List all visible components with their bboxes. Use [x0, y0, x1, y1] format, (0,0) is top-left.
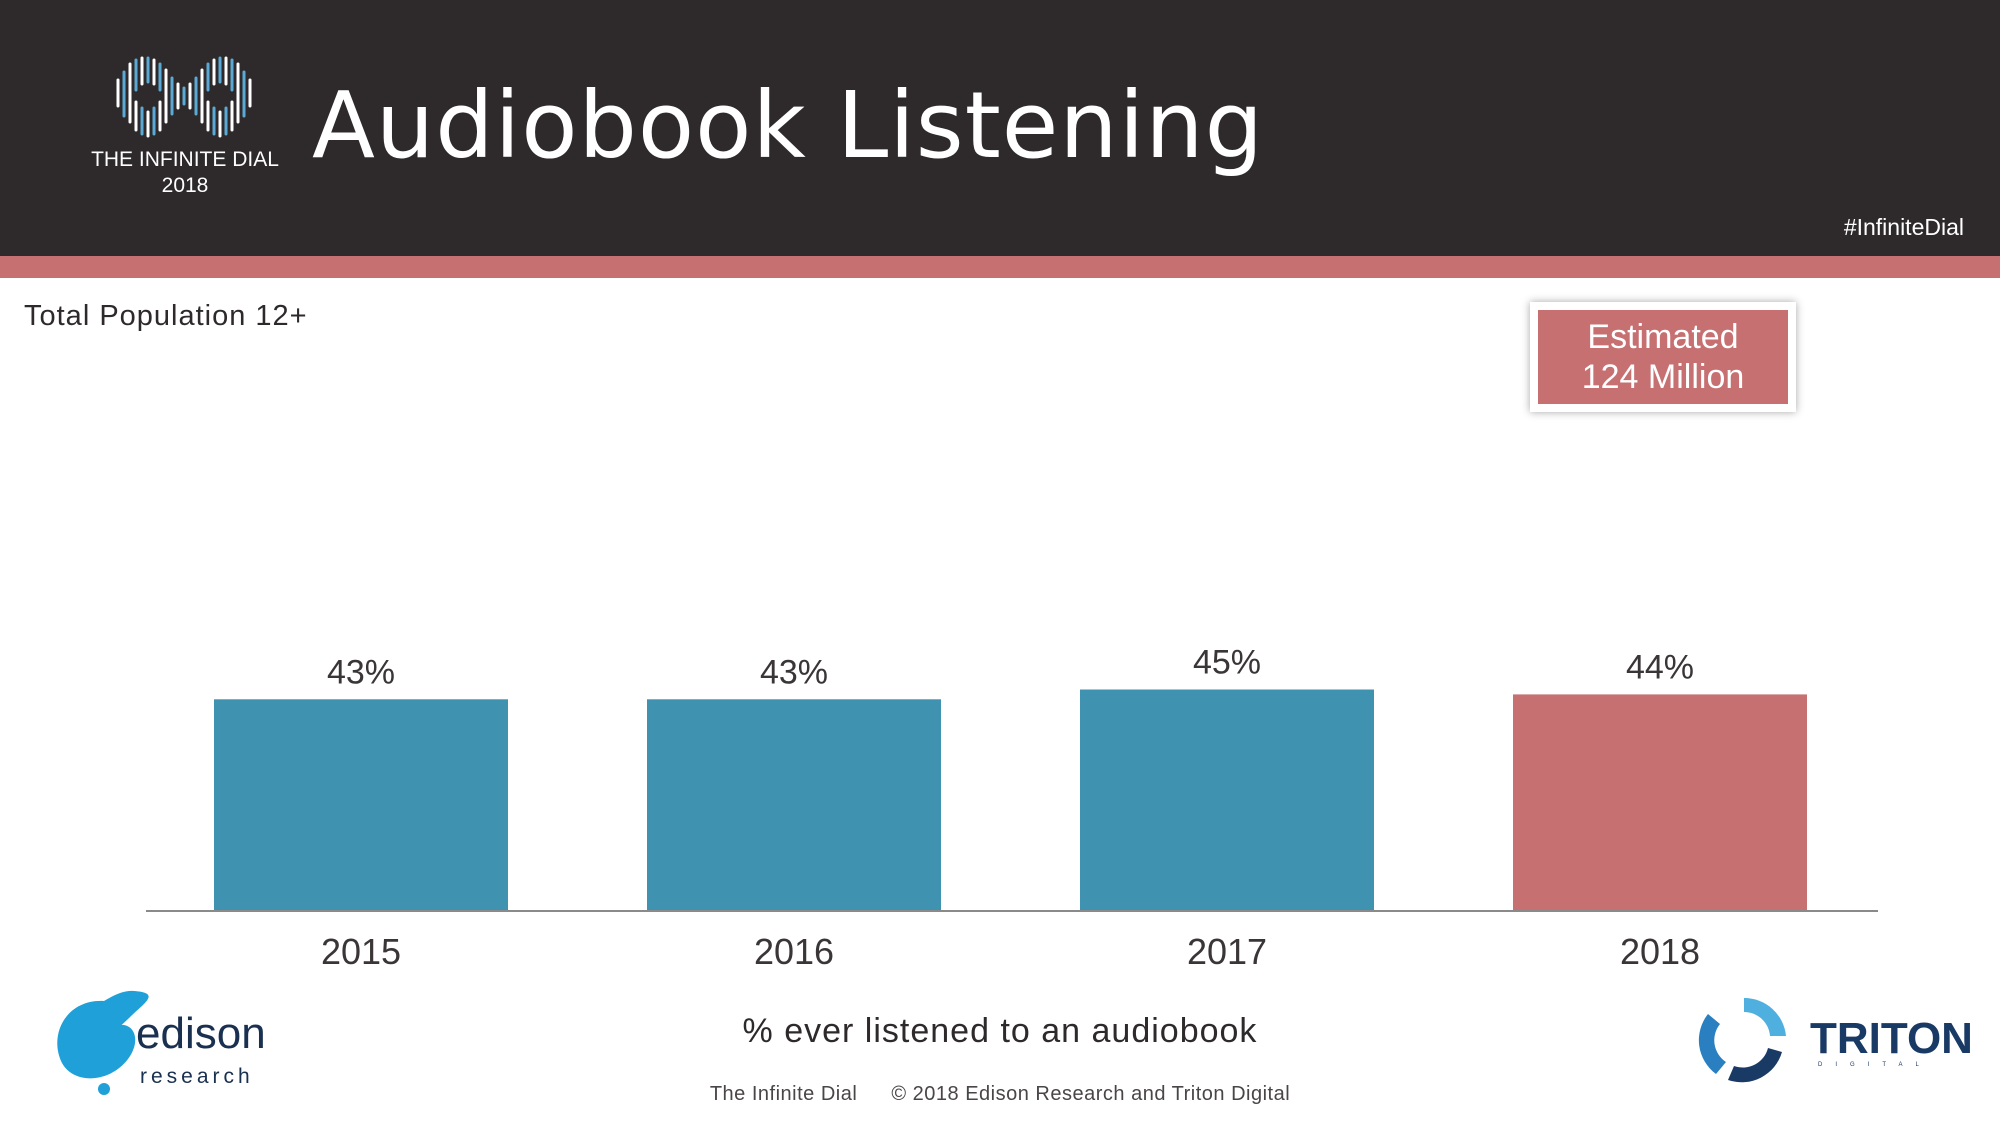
edison-research-logo: edison research: [44, 985, 294, 1095]
header-bar: [0, 0, 2000, 256]
logo-title-text: THE INFINITE DIAL: [91, 148, 279, 171]
bar-2018: [1513, 694, 1807, 910]
estimate-callout-box: Estimated 124 Million: [1538, 310, 1788, 404]
data-label-2018: 44%: [1626, 648, 1694, 686]
edison-swirl-icon: [57, 990, 149, 1095]
footer-credits: The Infinite Dial © 2018 Edison Research…: [0, 1083, 2000, 1106]
footer-left-text: The Infinite Dial: [709, 1083, 858, 1105]
edison-subword: research: [140, 1065, 254, 1088]
page-title: Audiobook Listening: [312, 72, 1264, 179]
bar-2017: [1080, 689, 1374, 910]
header-accent-stripe: [0, 256, 2000, 278]
bar-2016: [647, 699, 941, 910]
callout-line1: Estimated: [1587, 318, 1739, 356]
tick-label-2015: 2015: [321, 931, 401, 972]
estimate-callout: Estimated 124 Million: [1530, 302, 1796, 412]
callout-line2: 124 Million: [1581, 358, 1745, 396]
triton-subword: DIGITAL: [1818, 1062, 1932, 1068]
tick-label-2018: 2018: [1620, 931, 1700, 972]
chart-x-axis-title: % ever listened to an audiobook: [742, 1012, 1258, 1050]
infinity-bars-icon: [116, 56, 252, 138]
bar-chart: 43% 2015 43% 2016 45% 2017 44% 2018: [146, 644, 1878, 972]
hashtag-text: #InfiniteDial: [1843, 214, 1964, 240]
triton-wordmark: TRITON: [1810, 1014, 1973, 1063]
triton-ring-icon: [1698, 997, 1786, 1083]
tick-label-2017: 2017: [1187, 931, 1267, 972]
data-label-2017: 45%: [1193, 644, 1261, 682]
triton-digital-logo: TRITON DIGITAL: [1694, 990, 1973, 1090]
footer-right-text: © 2018 Edison Research and Triton Digita…: [891, 1083, 1291, 1105]
edison-wordmark: edison: [136, 1009, 266, 1058]
infinite-dial-logo: THE INFINITE DIAL 2018: [90, 50, 280, 210]
data-label-2016: 43%: [760, 653, 828, 691]
bar-2015: [214, 699, 508, 910]
logo-year-text: 2018: [161, 174, 209, 197]
data-label-2015: 43%: [327, 653, 395, 691]
population-subtitle: Total Population 12+: [24, 300, 308, 332]
tick-label-2016: 2016: [754, 931, 834, 972]
